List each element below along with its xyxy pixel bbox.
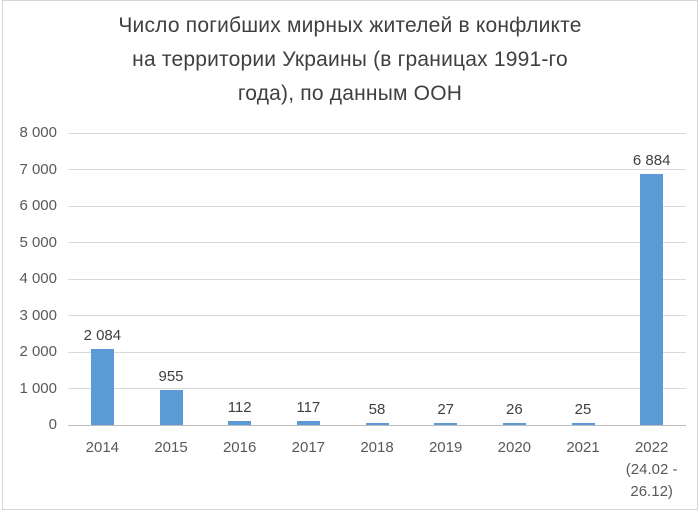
y-gridline [68,278,686,280]
bar-value-label: 26 [505,401,523,418]
x-axis-tick-labels: 2014 2015 2016 2017 2018 2019 2020 2021 2022 (24… [0,437,700,507]
bar-2022 [640,173,664,425]
x-tick-label: 2022 (24.02 - 26.12) [625,439,678,500]
bar-2021 [571,423,595,425]
x-tick-label: 2016 [222,439,257,456]
bar-value-label: 955 [158,368,184,386]
y-gridline [68,205,686,207]
x-tick-label: 2018 [360,439,394,456]
y-tick-label: 7 000 [19,160,57,178]
bar-value-label: 117 [296,398,321,416]
x-tick-label: 2015 [154,439,188,456]
y-tick-label: 1 000 [19,379,57,397]
y-axis-tick-labels: 0 1 000 2 000 3 000 4 000 5 000 6 000 7 000 8 00… [0,0,57,513]
bar-value-label: 27 [437,401,454,418]
y-gridline [68,315,686,316]
y-gridline [68,351,686,353]
bar-value-label: 25 [574,401,592,418]
y-gridline [68,132,686,134]
chart-title: Число погибших мирных жителей в конфликт… [0,9,700,111]
y-tick-label: 3 000 [19,306,57,324]
bar-2020 [502,423,526,425]
bar-value-label: 6 884 [632,151,671,169]
x-tick-label: 2021 [566,439,600,456]
y-tick-label: 6 000 [19,197,57,214]
bar-2019 [434,423,458,425]
bar-2016 [228,420,252,425]
y-gridline [68,388,686,389]
bar-2017 [296,420,320,425]
x-tick-label: 2019 [428,439,463,456]
y-gridline [68,242,686,243]
bar-2015 [159,390,183,425]
y-tick-label: 8 000 [19,124,57,141]
bar-value-label: 112 [227,398,252,416]
bar-value-label: 58 [368,400,386,418]
y-tick-label: 5 000 [19,233,57,251]
y-tick-label: 4 000 [19,270,57,287]
y-tick-label: 2 000 [19,343,57,360]
chart-title-line-1: Число погибших мирных жителей в конфликт… [118,14,582,37]
chart-title-line-3: года), по данным ООН [237,82,463,105]
x-tick-label: 2020 [497,439,532,456]
bar-2014 [90,348,114,425]
chart-title-line-2: на территории Украины (в границах 1991-г… [132,48,568,71]
bar-value-label: 2 084 [83,326,122,344]
x-tick-label: 2017 [291,439,326,456]
x-tick-label: 2014 [85,439,120,456]
y-gridline [68,169,686,170]
y-tick-label: 0 [48,416,57,433]
plot-area: 2 084 955 112 117 58 27 26 25 6 884 [68,132,686,426]
x-axis-line [68,424,686,426]
bar-2018 [365,422,389,425]
